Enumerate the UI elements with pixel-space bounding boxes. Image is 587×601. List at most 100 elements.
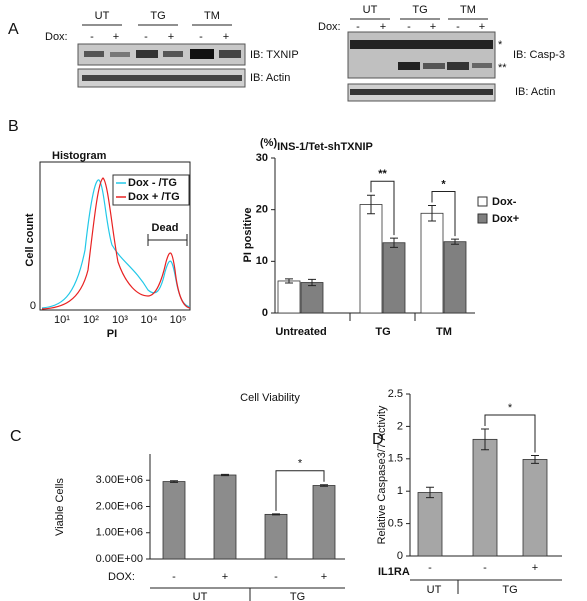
x-tick-label: +	[321, 571, 327, 583]
bar	[472, 438, 498, 557]
band-label: IB: TXNIP	[250, 49, 299, 61]
panel-label: C	[10, 428, 22, 445]
hist-xtick: 10⁵	[170, 314, 187, 326]
bar	[417, 492, 443, 557]
error-bar	[426, 486, 434, 499]
y-tick-label: 0.00E+00	[96, 553, 143, 565]
y-axis-label: PI positive	[242, 207, 254, 262]
x-tick-label: TG	[375, 326, 390, 338]
error-bar	[170, 480, 178, 483]
legend-label: Dox + /TG	[128, 191, 180, 203]
hist-ytick: 0	[30, 300, 36, 312]
dox-sign: -	[199, 31, 203, 43]
group-label: UT	[363, 4, 378, 16]
legend-label: Dox-	[492, 196, 517, 208]
significance-label: **	[378, 168, 387, 180]
gate-label: Dead	[152, 222, 179, 234]
y-tick-label: 30	[256, 152, 268, 164]
group-label: UT	[427, 584, 442, 596]
bar	[420, 212, 444, 314]
band-marker: *	[498, 39, 503, 51]
histogram	[39, 161, 191, 311]
dox-sign: +	[223, 31, 229, 43]
dox-sign: -	[90, 31, 94, 43]
hist-title: Histogram	[52, 150, 107, 162]
error-bar	[308, 278, 316, 287]
group-label: TG	[290, 591, 305, 601]
x-tick-label: -	[274, 571, 278, 583]
x-tick-label: -	[483, 562, 487, 574]
group-label: TG	[412, 4, 427, 16]
bar	[312, 485, 336, 560]
group-label: TM	[460, 4, 476, 16]
group-label: UT	[95, 10, 110, 22]
band-label: IB: Actin	[250, 72, 290, 84]
x-tick-label: Untreated	[275, 326, 326, 338]
error-bar	[481, 428, 489, 451]
legend-label: Dox+	[492, 213, 519, 225]
y-tick-label: 1.5	[388, 453, 403, 465]
hist-xtick: 10³	[112, 314, 128, 326]
bar	[443, 241, 467, 314]
bar	[300, 282, 324, 314]
chart-title: Cell Viability	[240, 392, 300, 404]
dox-label: Dox:	[45, 31, 68, 43]
error-bar	[367, 194, 375, 215]
hist-xtick: 10¹	[54, 314, 70, 326]
bar	[359, 204, 383, 314]
y-tick-label: 3.00E+06	[96, 474, 143, 486]
dox-sign: -	[356, 21, 360, 33]
x-axis-label: DOX:	[108, 571, 135, 583]
y-unit: (%)	[260, 137, 277, 149]
x-tick-label: +	[532, 562, 538, 574]
x-tick-label: +	[222, 571, 228, 583]
significance-label: *	[508, 402, 513, 414]
y-tick-label: 1.00E+06	[96, 527, 143, 539]
bar	[382, 242, 406, 314]
dox-sign: -	[456, 21, 460, 33]
blot-left	[77, 43, 246, 88]
error-bar	[221, 473, 229, 477]
bar	[277, 280, 301, 314]
band-marker: **	[498, 62, 507, 74]
y-tick-label: 2	[397, 420, 403, 432]
group-label: TG	[150, 10, 165, 22]
panel-label: A	[8, 21, 19, 38]
group-label: UT	[193, 591, 208, 601]
dox-sign: +	[479, 21, 485, 33]
dox-sign: -	[407, 21, 411, 33]
error-bar	[531, 455, 539, 464]
hist-xlabel: PI	[107, 328, 117, 340]
y-tick-label: 10	[256, 255, 268, 267]
y-tick-label: 0	[397, 550, 403, 562]
bar	[264, 513, 288, 560]
dox-sign: +	[113, 31, 119, 43]
y-tick-label: 2.5	[388, 388, 403, 400]
significance-label: *	[298, 458, 303, 470]
x-axis-label: IL1RA	[378, 566, 410, 578]
x-tick-label: -	[428, 562, 432, 574]
y-axis-label: Relative Caspase3/7 Activity	[376, 405, 388, 544]
legend-swatch	[477, 196, 488, 207]
band-label: IB: Casp-3	[513, 49, 565, 61]
error-bar	[390, 237, 398, 248]
significance-label: *	[441, 178, 446, 190]
error-bar	[428, 205, 436, 222]
hist-xtick: 10⁴	[141, 314, 158, 326]
hist-ylabel: Cell count	[24, 213, 36, 267]
y-tick-label: 1	[397, 485, 403, 497]
dox-sign: +	[168, 31, 174, 43]
bar	[162, 481, 186, 560]
y-axis-label: Viable Cells	[54, 478, 66, 536]
x-tick-label: -	[172, 571, 176, 583]
y-tick-label: 20	[256, 204, 268, 216]
legend-label: Dox - /TG	[128, 177, 177, 189]
group-label: TG	[502, 584, 517, 596]
significance-bracket	[484, 414, 536, 453]
hist-xtick: 10²	[83, 314, 99, 326]
x-tick-label: TM	[436, 326, 452, 338]
y-tick-label: 2.00E+06	[96, 500, 143, 512]
error-bar	[285, 278, 293, 284]
group-label: TM	[204, 10, 220, 22]
